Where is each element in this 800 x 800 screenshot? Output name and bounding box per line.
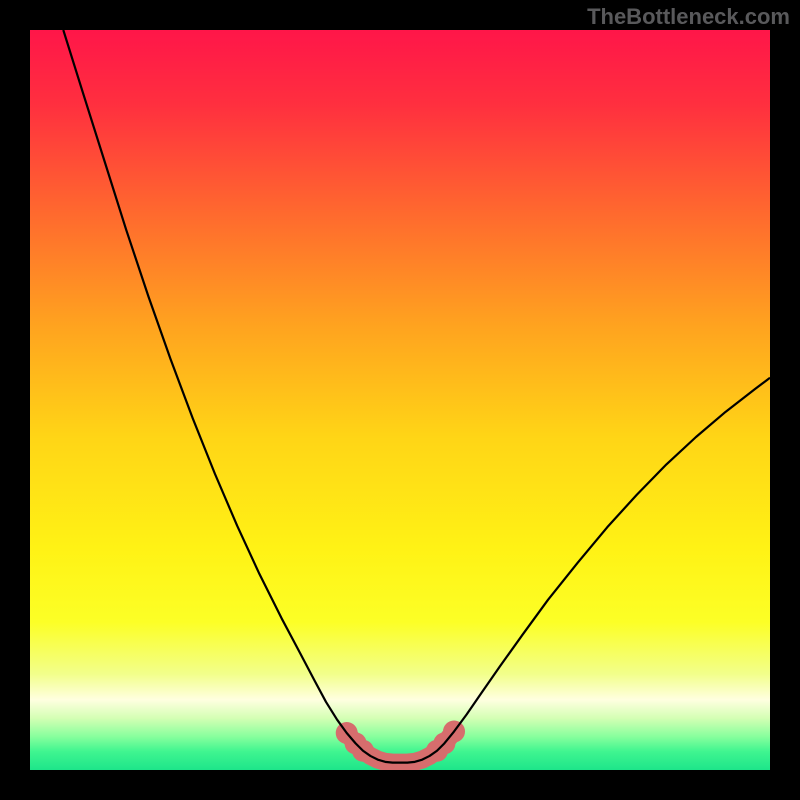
chart-frame: TheBottleneck.com [0,0,800,800]
gradient-background [30,30,770,770]
bottleneck-chart [30,30,770,770]
watermark-text: TheBottleneck.com [587,4,790,30]
